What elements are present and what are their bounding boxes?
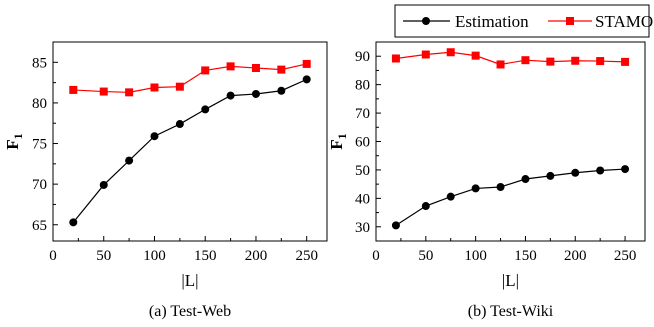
point-estimation-web [251,89,260,98]
x-tick-label-web: 100 [143,248,166,264]
x-tick-label-wiki: 250 [614,248,637,264]
point-estimation-wiki [571,168,580,177]
legend: Estimation STAMO [394,4,653,38]
point-stamo-wiki [446,48,455,57]
point-estimation-wiki [446,192,455,201]
x-tick-label-wiki: 50 [418,248,433,264]
point-stamo-web [277,65,286,74]
x-tick-label-wiki: 100 [464,248,487,264]
y-tick-label-wiki: 90 [355,49,370,65]
x-tick-label-web: 200 [245,248,268,264]
x-axis-label-web: |L| [181,271,198,290]
y-axis-label-wiki: F1 [327,133,349,149]
point-estimation-web [175,120,184,129]
point-estimation-wiki [421,202,430,211]
point-estimation-web [302,75,311,84]
x-tick-label-web: 250 [295,248,318,264]
panel-test-web: 0 50 100 150 200 250 65 70 75 80 85 |L| F1 (a) Test-W… [3,41,328,320]
point-estimation-wiki [496,182,505,191]
point-estimation-wiki [596,166,605,175]
point-estimation-web [99,180,108,189]
point-estimation-wiki [391,221,400,230]
x-tick-label-wiki: 200 [564,248,587,264]
point-stamo-wiki [621,57,630,66]
y-tick-label-web: 65 [32,218,47,234]
legend-entry-stamo: STAMO [548,12,653,31]
point-stamo-web [251,63,260,72]
x-tick-label-wiki: 150 [514,248,537,264]
point-estimation-wiki [546,171,555,180]
series-line-estimation-wiki [395,168,626,226]
y-tick-label-wiki: 60 [355,135,370,151]
x-tick-label-wiki: 0 [372,248,380,264]
panel-title-web: (a) Test-Web [149,303,231,320]
legend-estimation-label: Estimation [455,12,529,31]
y-tick-label-wiki: 50 [355,163,370,179]
point-estimation-web [150,132,159,141]
point-stamo-wiki [471,51,480,60]
y-tick-label-wiki: 30 [355,220,370,236]
point-estimation-web [277,86,286,95]
panel-test-wiki: 0 50 100 150 200 250 30 40 50 60 70 80 90 |L| F1 (b) Te… [327,41,646,320]
point-stamo-wiki [596,57,605,66]
point-estimation-web [125,156,134,165]
point-estimation-wiki [521,175,530,184]
point-stamo-wiki [421,50,430,59]
point-stamo-web [201,66,210,75]
x-tick-label-web: 0 [49,248,57,264]
point-stamo-wiki [496,60,505,69]
y-tick-label-wiki: 40 [355,191,370,207]
x-tick-label-web: 150 [194,248,217,264]
legend-stamo-label: STAMO [595,12,653,31]
x-axis-label-wiki: |L| [502,271,519,290]
point-estimation-web [201,105,210,114]
point-stamo-web [175,82,184,91]
legend-entry-estimation: Estimation [403,12,529,31]
point-stamo-web [125,88,134,97]
point-stamo-web [302,59,311,68]
panel-title-wiki: (b) Test-Wiki [468,303,554,320]
point-stamo-wiki [546,57,555,66]
point-stamo-wiki [391,54,400,63]
point-estimation-web [226,91,235,100]
point-stamo-wiki [571,56,580,65]
series-line-stamo-web [73,63,307,93]
y-axis-label-web: F1 [3,133,25,149]
point-stamo-web [226,62,235,71]
series-line-estimation-web [72,78,307,223]
point-estimation-wiki [621,165,630,174]
series-line-stamo-wiki [395,51,626,66]
y-tick-label-web: 80 [32,96,47,112]
point-stamo-web [150,83,159,92]
plot-frame-wiki [375,41,646,242]
y-tick-label-wiki: 70 [355,106,370,122]
x-tick-label-web: 50 [96,248,111,264]
y-tick-label-web: 75 [32,137,47,153]
point-stamo-wiki [521,56,530,65]
point-estimation-wiki [471,184,480,193]
y-tick-label-web: 70 [32,177,47,193]
point-stamo-web [99,87,108,96]
point-estimation-web [69,218,78,227]
point-stamo-web [69,85,78,94]
legend-estimation-marker [422,17,430,25]
plot-frame-web [52,41,328,242]
y-tick-label-wiki: 80 [355,78,370,94]
y-tick-label-web: 85 [32,55,47,71]
legend-stamo-marker [566,17,574,25]
